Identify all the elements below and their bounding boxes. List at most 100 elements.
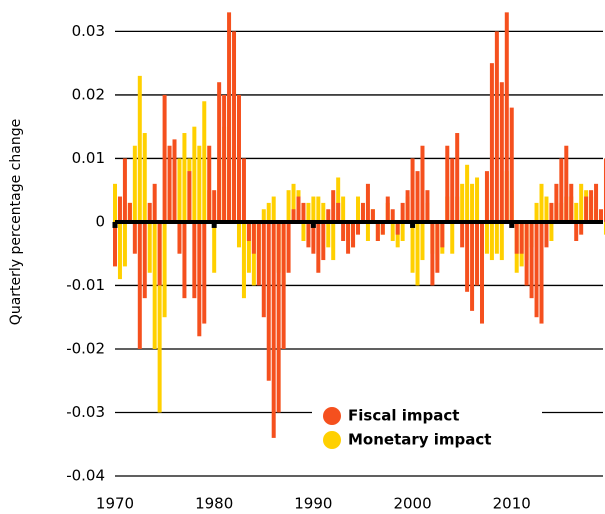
bar — [529, 221, 534, 299]
bar — [276, 221, 281, 413]
bar — [157, 221, 162, 286]
bar — [346, 221, 351, 254]
bar — [539, 183, 544, 222]
bar — [534, 221, 539, 318]
bar — [177, 221, 182, 254]
bar — [375, 221, 380, 241]
x-tick-label: 1980 — [195, 495, 233, 513]
bar — [137, 75, 142, 222]
bar — [197, 221, 202, 337]
bar — [326, 209, 331, 222]
bar — [192, 221, 197, 299]
bar — [291, 183, 296, 222]
bar — [584, 196, 589, 222]
bar — [499, 221, 504, 261]
bar — [544, 196, 549, 222]
bar — [286, 221, 291, 273]
bar — [212, 221, 217, 273]
bar — [564, 145, 569, 222]
bar — [301, 221, 306, 241]
bar — [450, 158, 455, 222]
x-tick-mark — [310, 221, 316, 228]
bar — [321, 202, 326, 222]
bar — [331, 221, 336, 261]
bar — [286, 190, 291, 222]
bar — [395, 221, 400, 235]
bar — [539, 221, 544, 324]
bar — [390, 221, 395, 241]
bar — [470, 183, 475, 222]
bar — [420, 221, 425, 261]
bar — [400, 221, 405, 241]
legend-swatch — [323, 407, 341, 425]
bar — [425, 190, 430, 222]
bar — [326, 221, 331, 248]
bar — [241, 221, 246, 299]
bar — [212, 190, 217, 222]
bar — [356, 221, 361, 235]
bar — [410, 221, 415, 273]
bar — [113, 221, 117, 267]
legend-label: Fiscal impact — [348, 407, 459, 425]
bar — [142, 133, 147, 222]
bar — [187, 171, 192, 222]
bar — [484, 221, 489, 254]
bar — [321, 221, 326, 261]
bar — [232, 31, 237, 222]
bar — [117, 196, 122, 222]
bar — [514, 221, 519, 254]
bar — [534, 202, 539, 222]
bar — [365, 183, 370, 222]
bar — [271, 221, 276, 438]
bar — [385, 196, 390, 222]
x-tick-mark — [211, 221, 217, 228]
bar — [494, 31, 499, 222]
bar — [261, 209, 266, 222]
bar — [316, 196, 321, 222]
bar — [236, 94, 241, 222]
bar — [445, 145, 450, 222]
bar — [152, 183, 157, 222]
bar — [271, 196, 276, 222]
bar — [152, 221, 157, 349]
bar — [479, 221, 484, 324]
bar — [494, 221, 499, 254]
bar — [122, 221, 127, 267]
bar — [202, 101, 207, 222]
bar — [182, 133, 187, 222]
bar — [157, 221, 162, 413]
bar — [400, 202, 405, 222]
bar — [470, 221, 475, 311]
bar — [435, 221, 440, 273]
bar — [460, 183, 465, 222]
bar — [579, 221, 584, 235]
bar — [251, 221, 256, 254]
bar — [316, 221, 321, 273]
bar — [306, 221, 311, 248]
bar — [137, 221, 142, 349]
legend-label: Monetary impact — [348, 431, 491, 449]
bar — [360, 202, 365, 222]
bar — [415, 171, 420, 222]
y-tick-label: -0.04 — [66, 467, 105, 485]
bar — [549, 221, 554, 241]
bar — [127, 202, 132, 222]
bar — [549, 202, 554, 222]
bar — [430, 221, 435, 286]
bar — [380, 221, 385, 235]
bar — [420, 145, 425, 222]
bar — [217, 82, 222, 222]
bar — [306, 202, 311, 222]
bar — [311, 221, 316, 254]
bar — [574, 202, 579, 222]
bar — [167, 145, 172, 222]
bar — [172, 139, 177, 222]
bar — [266, 202, 271, 222]
bar — [147, 202, 152, 222]
bar — [113, 183, 117, 222]
bar — [370, 209, 375, 222]
bar — [227, 12, 232, 222]
bar — [365, 221, 370, 241]
bar — [410, 158, 415, 222]
bar — [341, 196, 346, 222]
